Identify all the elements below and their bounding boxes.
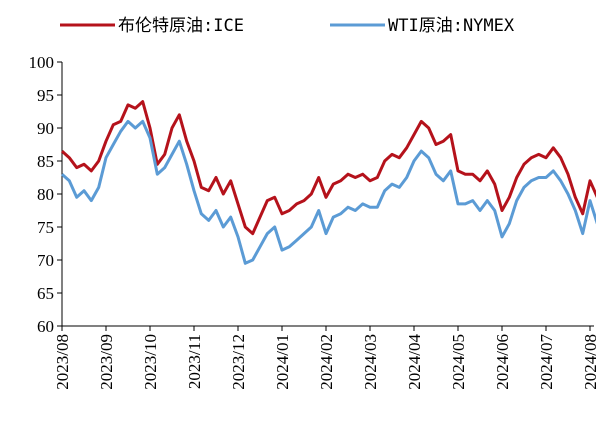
x-tick-label: 2024/05 — [449, 334, 468, 390]
x-tick-label: 2024/02 — [317, 334, 336, 390]
y-tick-label: 100 — [29, 53, 55, 72]
x-tick-label: 2024/07 — [537, 334, 556, 390]
x-tick-label: 2024/06 — [493, 334, 512, 390]
x-tick-label: 2023/08 — [53, 334, 72, 390]
legend-label: WTI原油:NYMEX — [388, 16, 515, 36]
y-tick-label: 85 — [37, 152, 54, 171]
x-tick-label: 2024/08 — [581, 334, 596, 390]
x-tick-label: 2024/03 — [361, 334, 380, 390]
x-tick-label: 2023/12 — [229, 334, 248, 390]
y-tick-label: 70 — [37, 251, 54, 270]
x-tick-label: 2024/04 — [405, 334, 424, 390]
x-tick-label: 2023/10 — [141, 334, 160, 390]
series-line — [60, 119, 596, 265]
y-tick-label: 60 — [37, 317, 54, 336]
y-tick-label: 95 — [37, 86, 54, 105]
x-tick-label: 2024/01 — [273, 334, 292, 390]
legend-label: 布伦特原油:ICE — [118, 16, 244, 36]
y-tick-label: 80 — [37, 185, 54, 204]
y-tick-label: 65 — [37, 284, 54, 303]
x-tick-label: 2023/09 — [97, 334, 116, 390]
y-tick-label: 90 — [37, 119, 54, 138]
y-tick-label: 75 — [37, 218, 54, 237]
series-line — [60, 100, 596, 236]
x-tick-label: 2023/11 — [185, 334, 204, 389]
